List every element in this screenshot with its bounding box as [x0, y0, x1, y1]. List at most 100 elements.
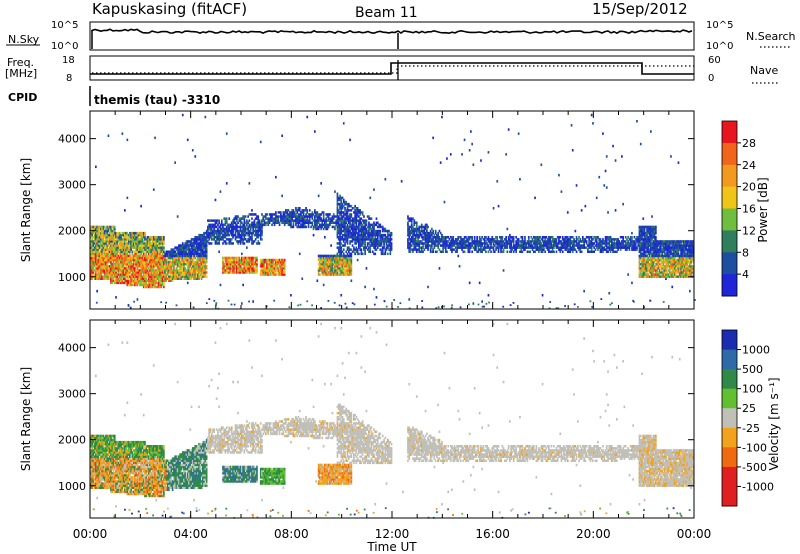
echo-cell [331, 225, 334, 229]
echo-cell [139, 258, 141, 262]
echo-cell [252, 267, 254, 270]
echo-cell [122, 281, 125, 285]
echo-cell [316, 217, 319, 220]
echo-cell [202, 240, 204, 243]
echo-cell [140, 238, 142, 241]
echo-cell [168, 256, 170, 260]
echo-cell [431, 233, 433, 237]
echo-cell [277, 211, 280, 214]
echo-cell [102, 265, 105, 268]
echo-cell [376, 229, 379, 233]
echo-cell [336, 273, 339, 276]
echo-cell [195, 244, 198, 247]
echo-cell [244, 263, 247, 266]
echo-cell [200, 233, 203, 237]
echo-cell [334, 265, 336, 268]
echo-cell [379, 231, 382, 235]
echo-cell [364, 285, 366, 289]
echo-cell [199, 250, 202, 253]
echo-cell [559, 246, 562, 249]
echo-cell [380, 244, 383, 247]
echo-cell [311, 221, 314, 224]
echo-cell [149, 238, 151, 241]
echo-cell [230, 227, 233, 231]
echo-cell [160, 277, 163, 280]
echo-cell [116, 275, 119, 278]
echo-cell [217, 227, 219, 231]
echo-cell [234, 215, 237, 218]
echo-cell [92, 248, 95, 251]
echo-cell [375, 231, 378, 235]
echo-cell [363, 246, 365, 249]
echo-cell [100, 275, 102, 278]
echo-cell [419, 229, 422, 233]
echo-cell [368, 227, 370, 231]
echo-cell [346, 246, 349, 249]
echo-cell [551, 246, 554, 249]
echo-cell [546, 244, 549, 247]
echo-cell [150, 285, 153, 289]
echo-cell [414, 244, 417, 247]
echo-cell [341, 215, 344, 218]
echo-cell [183, 275, 185, 278]
echo-cell [131, 256, 134, 260]
echo-cell [91, 252, 93, 256]
echo-cell [145, 267, 148, 270]
echo-cell [486, 246, 489, 249]
echo-cell [95, 265, 97, 268]
echo-cell [140, 244, 142, 247]
echo-cell [526, 250, 529, 253]
echo-cell [345, 260, 348, 264]
echo-cell [129, 283, 131, 287]
echo-cell [368, 231, 370, 235]
echo-cell [184, 277, 187, 280]
echo-cell [146, 279, 149, 282]
echo-cell [186, 254, 189, 258]
echo-cell [152, 254, 155, 258]
echo-cell [106, 269, 109, 272]
echo-cell [303, 223, 306, 227]
echo-cell [510, 248, 512, 251]
echo-cell [454, 240, 457, 243]
echo-cell [348, 269, 350, 272]
echo-cell [447, 246, 450, 249]
echo-cell [346, 267, 349, 270]
echo-cell [424, 246, 427, 249]
echo-cell [164, 256, 166, 260]
echo-cell [342, 269, 345, 272]
echo-cell [345, 267, 348, 270]
echo-cell [171, 254, 174, 258]
echo-cell [303, 221, 306, 224]
echo-cell [418, 240, 421, 243]
echo-cell [102, 254, 105, 258]
echo-cell [159, 275, 161, 278]
echo-cell [105, 242, 107, 245]
echo-cell [345, 215, 348, 218]
echo-cell [565, 244, 568, 247]
echo-cell [198, 265, 200, 268]
echo-cell [330, 217, 332, 220]
echo-cell [127, 233, 130, 237]
echo-cell [340, 269, 343, 272]
echo-cell [348, 254, 350, 258]
echo-cell [345, 221, 348, 224]
echo-cell [120, 258, 122, 262]
echo-cell [223, 236, 226, 239]
echo-cell [556, 244, 559, 247]
echo-cell [412, 240, 414, 243]
echo-cell [351, 244, 354, 247]
echo-cell [147, 263, 150, 266]
echo-cell [149, 244, 151, 247]
echo-cell [487, 151, 490, 154]
echo-cell [140, 236, 142, 239]
echo-cell [359, 233, 361, 237]
echo-cell [223, 265, 226, 268]
echo-cell [275, 221, 277, 224]
echo-cell [129, 242, 131, 245]
echo-cell [136, 277, 139, 280]
echo-cell [437, 238, 439, 241]
echo-cell [414, 248, 417, 251]
echo-cell [342, 213, 345, 216]
echo-cell [228, 217, 231, 220]
echo-cell [227, 223, 229, 227]
